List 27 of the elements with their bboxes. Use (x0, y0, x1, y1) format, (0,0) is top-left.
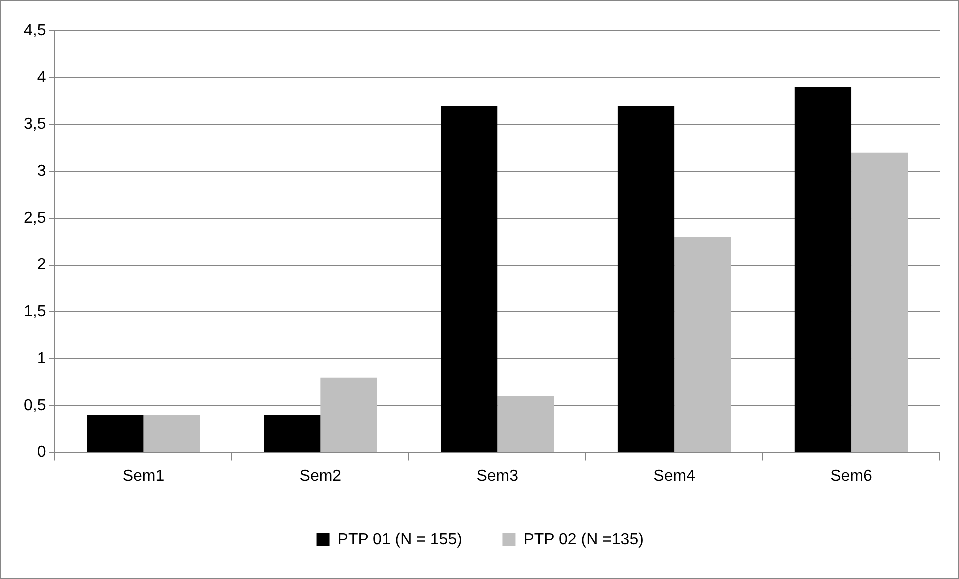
bar (794, 87, 852, 452)
legend-label: PTP 01 (N = 155) (338, 531, 462, 548)
y-tick-label: 1,5 (24, 304, 46, 321)
y-tick-label: 4,5 (24, 22, 46, 40)
bar (498, 396, 554, 452)
bar (440, 106, 498, 452)
bar (618, 106, 675, 452)
x-tick-label: Sem1 (122, 468, 165, 485)
y-tick-label: 0 (37, 444, 46, 462)
x-tick-label: Sem2 (300, 468, 342, 485)
bar (852, 152, 908, 452)
bar (320, 378, 378, 452)
bar (264, 415, 321, 452)
y-tick-label: 1 (37, 350, 46, 368)
y-tick-label: 0,5 (24, 397, 46, 414)
legend-label: PTP 02 (N =135) (524, 531, 644, 548)
bar (144, 415, 200, 452)
y-tick-label: 3,5 (24, 116, 46, 134)
bar (87, 415, 144, 452)
y-tick-label: 3 (37, 163, 46, 180)
y-tick-label: 2 (37, 256, 46, 274)
y-tick-label: 4 (37, 69, 46, 86)
x-tick-label: Sem3 (476, 468, 519, 485)
y-tick-label: 2,5 (24, 210, 46, 227)
bar (674, 237, 732, 452)
x-tick-label: Sem6 (830, 468, 873, 485)
x-tick-label: Sem4 (654, 468, 696, 485)
